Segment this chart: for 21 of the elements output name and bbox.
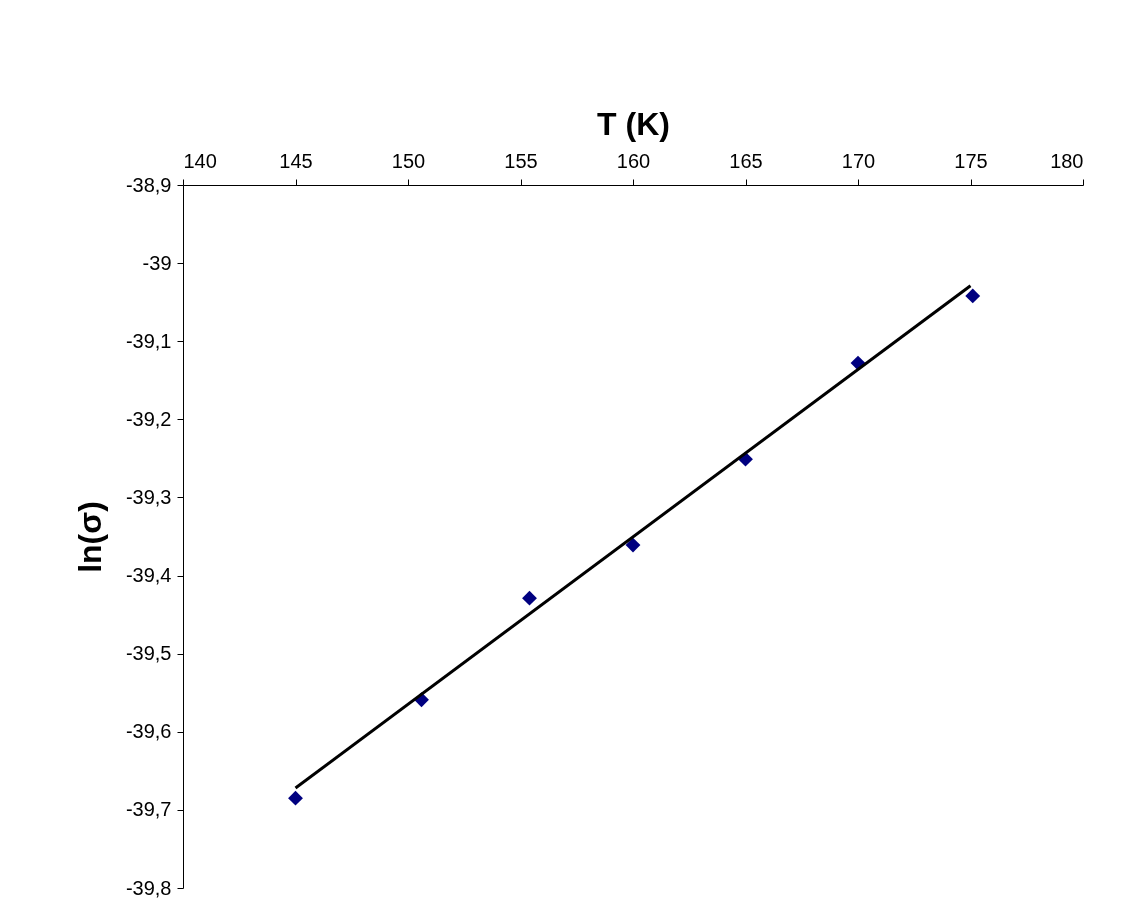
x-tick-label: 165 [729, 149, 763, 172]
y-tick-label: -39,4 [125, 564, 172, 587]
x-tick-label: 175 [954, 149, 988, 172]
y-axis-title: ln(σ) [71, 501, 108, 573]
y-tick-label: -38,9 [125, 173, 172, 196]
x-tick-label: 145 [279, 149, 313, 172]
x-tick-label: 140 [183, 149, 217, 172]
x-tick-label: 180 [1050, 149, 1084, 172]
y-tick-label: -39,1 [125, 329, 172, 352]
y-tick-label: -39,6 [125, 720, 172, 743]
y-tick-label: -39,3 [125, 485, 172, 508]
y-tick-label: -39,5 [125, 642, 172, 665]
y-tick-label: -39,7 [125, 798, 172, 821]
y-tick-label: -39 [142, 251, 172, 274]
x-axis-title: T (K) [597, 105, 670, 142]
x-tick-label: 150 [391, 149, 426, 172]
x-tick-label: 155 [504, 149, 538, 172]
x-tick-label: 170 [841, 149, 876, 172]
y-tick-label: -39,2 [125, 407, 172, 430]
y-tick-label: -39,8 [125, 876, 172, 899]
x-tick-label: 160 [616, 149, 651, 172]
